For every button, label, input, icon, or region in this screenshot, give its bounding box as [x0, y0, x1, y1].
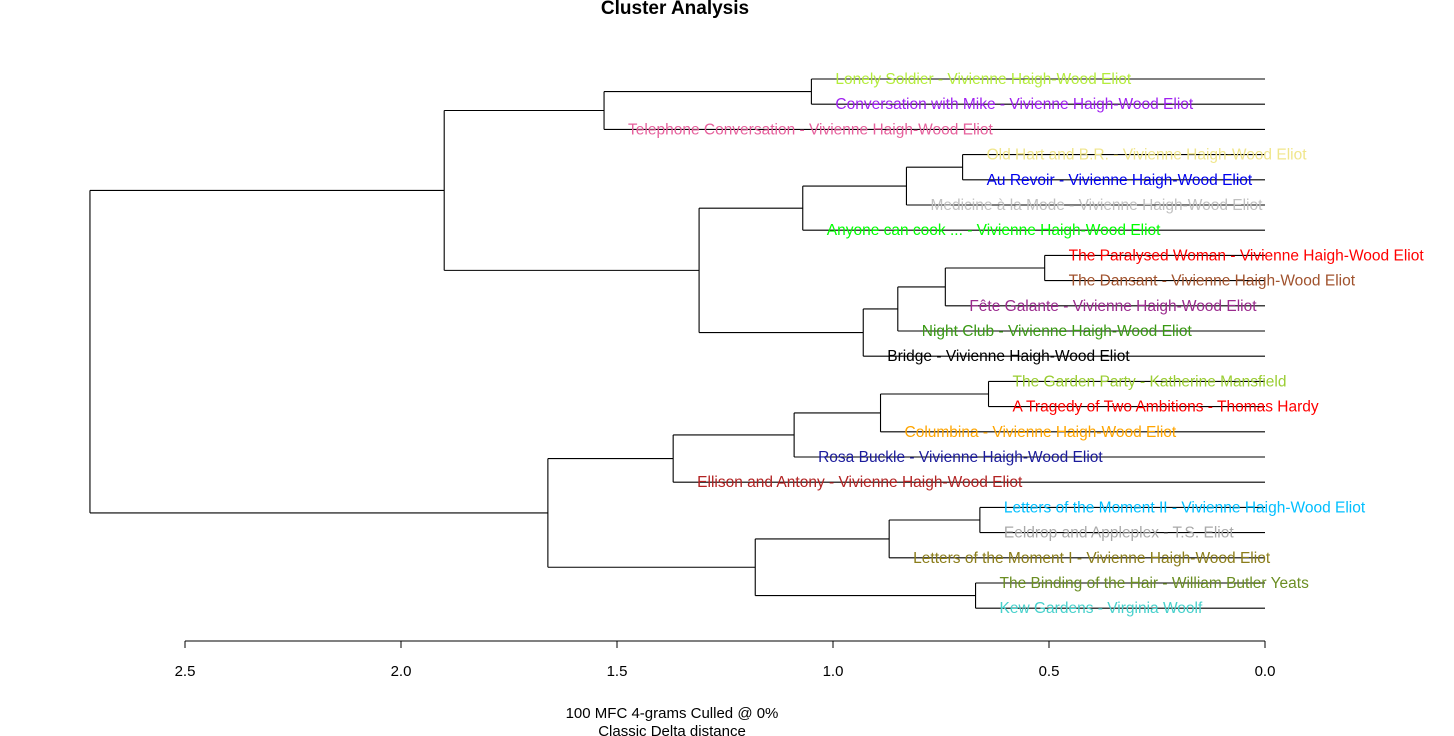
dendrogram-merge [754, 538, 976, 597]
leaf-label: Bridge - Vivienne Haigh-Wood Eliot [887, 348, 1130, 365]
x-axis-tick-label: 1.0 [823, 663, 844, 680]
leaf-label: Letters of the Moment I - Vivienne Haigh… [913, 550, 1271, 567]
leaf-label: Fête Galante - Vivienne Haigh-Wood Eliot [969, 298, 1257, 315]
x-axis: 2.5 2.0 1.5 1.0 0.5 0.0 [175, 640, 1276, 680]
x-axis-tick-label: 2.5 [175, 663, 196, 680]
leaf-label: Ellison and Antony - Vivienne Haigh-Wood… [697, 474, 1023, 491]
x-axis-label-line-1: 100 MFC 4-grams Culled @ 0% [566, 705, 779, 722]
leaf-label: Night Club - Vivienne Haigh-Wood Eliot [922, 323, 1193, 340]
leaf-label: Rosa Buckle - Vivienne Haigh-Wood Eliot [818, 449, 1103, 466]
leaf-label: The Dansant - Vivienne Haigh-Wood Eliot [1069, 273, 1356, 290]
dendrogram-branches [89, 78, 1265, 609]
leaf-label: Conversation with Mike - Vivienne Haigh-… [835, 96, 1194, 113]
leaf-label: Old Hart and B.R. - Vivienne Haigh-Wood … [987, 147, 1308, 164]
leaf-label: Eeldrop and Appleplex - T.S. Eliot [1004, 525, 1234, 542]
leaf-label: Columbina - Vivienne Haigh-Wood Eliot [905, 424, 1177, 441]
leaf-label: Au Revoir - Vivienne Haigh-Wood Eliot [987, 172, 1253, 189]
chart-title: Cluster Analysis [600, 0, 750, 19]
leaf-label: The Binding of the Hair - William Butler… [1000, 575, 1310, 592]
leaf-labels: Lonely Soldier - Vivienne Haigh-Wood Eli… [628, 71, 1424, 617]
leaf-label: Anyone can cook ... - Vivienne Haigh-Woo… [827, 222, 1161, 239]
leaf-label: Lonely Soldier - Vivienne Haigh-Wood Eli… [835, 71, 1132, 88]
x-axis-tick-label: 2.0 [391, 663, 412, 680]
leaf-label: Kew Gardens - Virginia Woolf [1000, 600, 1203, 617]
x-axis-tick-label: 0.5 [1039, 663, 1060, 680]
leaf-label: A Tragedy of Two Ambitions - Thomas Hard… [1013, 399, 1319, 416]
x-axis-label-line-2: Classic Delta distance [598, 723, 746, 736]
x-axis-tick-label: 1.5 [607, 663, 628, 680]
leaf-label: Letters of the Moment II - Vivienne Haig… [1004, 499, 1366, 516]
leaf-label: The Garden Party - Katherine Mansfield [1013, 373, 1287, 390]
leaf-label: Medicine à la Mode - Vivienne Haigh-Wood… [930, 197, 1263, 214]
dendrogram-merge [89, 189, 548, 514]
leaf-label: The Paralysed Woman - Vivienne Haigh-Woo… [1069, 247, 1425, 264]
leaf-label: Telephone Conversation - Vivienne Haigh-… [628, 121, 993, 138]
x-axis-tick-label: 0.0 [1255, 663, 1276, 680]
